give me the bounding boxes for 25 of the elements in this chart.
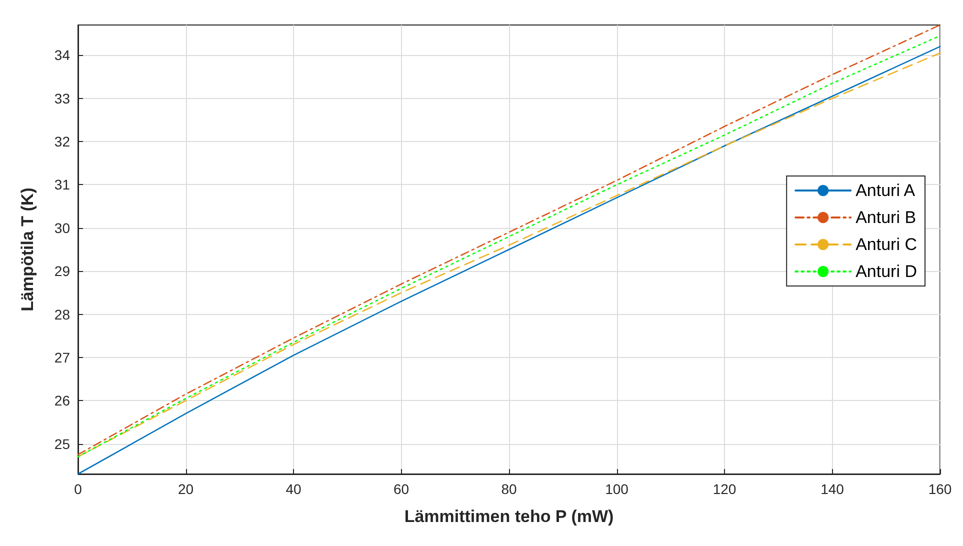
x-tick-label: 40 — [286, 481, 302, 497]
x-tick-label: 20 — [178, 481, 194, 497]
x-tick-label: 0 — [74, 481, 82, 497]
y-tick-label: 33 — [54, 90, 70, 106]
x-tick-label: 120 — [712, 481, 736, 497]
y-tick-label: 25 — [54, 436, 70, 452]
y-axis-title: Lämpötila T (K) — [18, 188, 37, 312]
x-tick-label: 100 — [605, 481, 629, 497]
y-tick-label: 28 — [54, 306, 70, 322]
legend-label: Anturi C — [856, 235, 918, 254]
y-tick-label: 32 — [54, 134, 70, 150]
y-tick-label: 29 — [54, 263, 70, 280]
legend-label: Anturi A — [856, 181, 916, 200]
x-axis-title: Lämmittimen teho P (mW) — [404, 507, 614, 526]
x-tick-label: 160 — [928, 481, 952, 497]
y-tick-label: 31 — [54, 176, 70, 193]
y-tick-label: 34 — [54, 47, 70, 64]
y-tick-label: 26 — [54, 392, 70, 409]
legend-label: Anturi D — [856, 262, 918, 281]
legend-label: Anturi B — [856, 208, 916, 227]
x-tick-label: 140 — [820, 481, 844, 497]
y-tick-label: 30 — [54, 220, 70, 236]
y-tick-label: 27 — [54, 349, 70, 366]
x-tick-label: 80 — [501, 481, 517, 497]
x-tick-label: 60 — [393, 481, 410, 497]
